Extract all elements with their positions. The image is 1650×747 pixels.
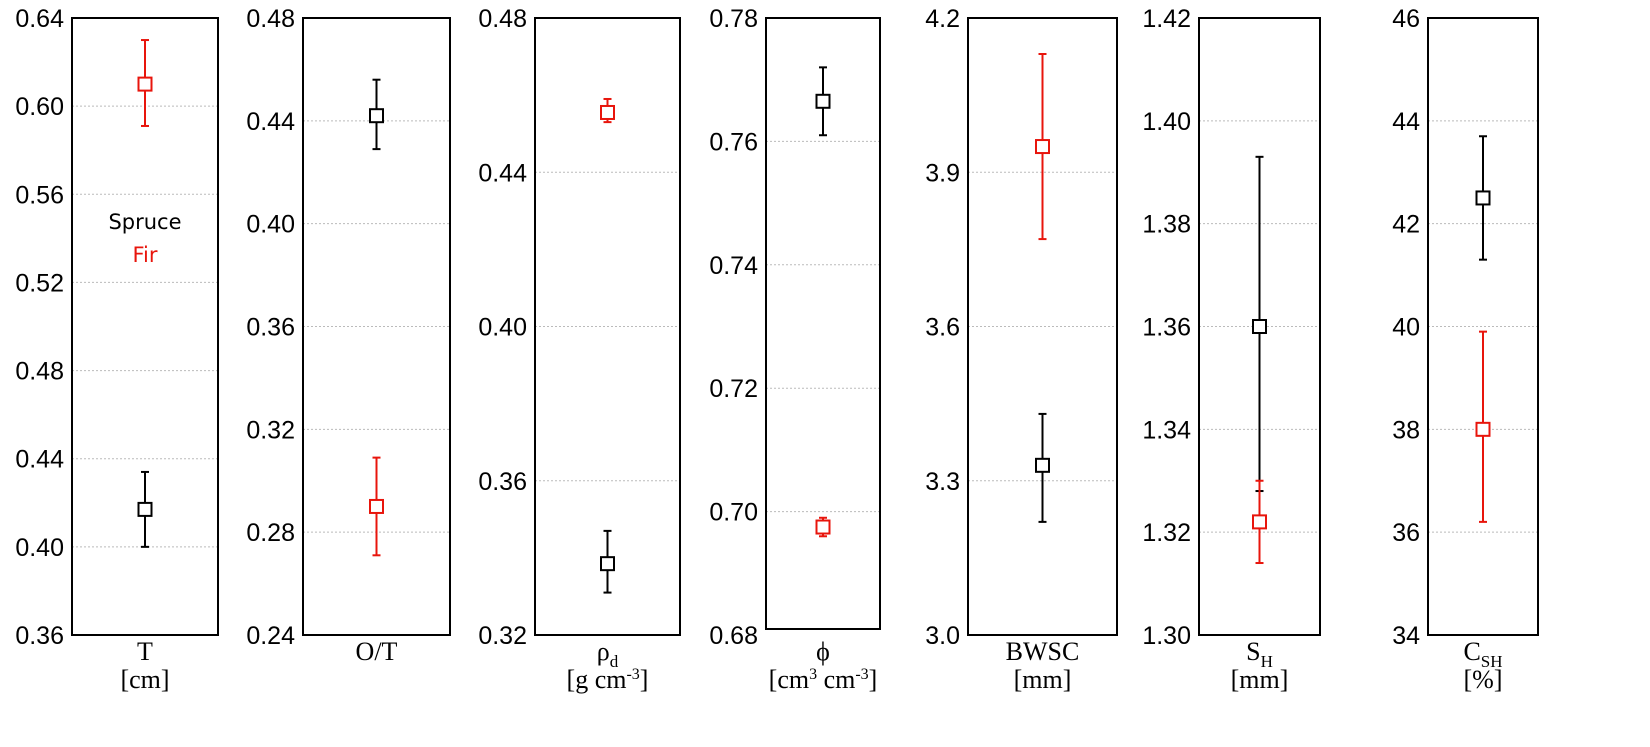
y-tick-label: 4.2	[925, 5, 960, 33]
y-tick-label: 0.64	[15, 5, 64, 33]
panel-7: 34 36 38 40 42 44 46 CSH[%]	[1392, 5, 1539, 694]
y-tick-label: 0.60	[15, 93, 64, 121]
y-tick-label: 0.40	[478, 314, 527, 342]
x-axis-unit: [cm]	[120, 665, 169, 694]
y-tick-label: 0.32	[246, 416, 295, 444]
panel-1: 0.36 0.40 0.44 0.48 0.52 0.56 0.60 0.64 T[cm]	[15, 5, 219, 694]
y-tick-label: 38	[1392, 416, 1420, 444]
panel-frame	[1198, 17, 1321, 636]
y-tick-label: 0.44	[15, 446, 64, 474]
y-tick-label: 0.44	[478, 159, 527, 187]
mean-marker-fir	[600, 104, 615, 120]
panel-frame	[302, 17, 451, 636]
mean-marker-spruce	[1252, 319, 1267, 334]
y-tick-label: 3.3	[925, 468, 960, 496]
y-tick-label: 0.36	[478, 468, 527, 496]
x-axis-label: ϕ	[816, 637, 830, 666]
mean-marker-fir	[137, 76, 153, 92]
panel-2: 0.24 0.28 0.32 0.36 0.40 0.44 0.48 O/T	[246, 5, 451, 666]
panel-3: 0.32 0.36 0.40 0.44 0.48 ρd[g cm-3]	[478, 5, 681, 694]
y-tick-label: 34	[1392, 622, 1420, 650]
panel-frame	[71, 17, 219, 636]
y-tick-label: 0.36	[246, 314, 295, 342]
mean-marker-fir	[1475, 421, 1491, 437]
mean-marker-spruce	[815, 93, 831, 109]
mean-marker-fir	[1252, 514, 1267, 530]
legend-fir: Fir	[132, 243, 157, 267]
y-tick-label: 0.40	[15, 534, 64, 562]
mean-marker-spruce	[369, 108, 384, 124]
y-tick-label: 0.32	[478, 622, 527, 650]
mean-marker-spruce	[600, 556, 615, 572]
x-axis-label: T	[137, 637, 153, 666]
y-tick-label: 1.30	[1142, 622, 1191, 650]
y-tick-label: 1.38	[1142, 211, 1191, 239]
y-tick-label: 0.48	[15, 358, 64, 386]
y-tick-label: 40	[1392, 314, 1420, 342]
y-tick-label: 1.32	[1142, 519, 1191, 547]
y-tick-label: 1.40	[1142, 108, 1191, 136]
y-tick-label: 0.70	[709, 499, 758, 527]
x-axis-label: O/T	[356, 637, 398, 666]
mean-marker-spruce	[1035, 457, 1050, 473]
y-tick-label: 0.74	[709, 252, 758, 280]
y-tick-label: 3.9	[925, 159, 960, 187]
y-tick-label: 0.44	[246, 108, 295, 136]
panel-frame	[765, 17, 881, 630]
y-tick-label: 3.6	[925, 314, 960, 342]
y-tick-label: 3.0	[925, 622, 960, 650]
y-tick-label: 0.72	[709, 375, 758, 403]
mean-marker-spruce	[137, 501, 153, 517]
y-tick-label: 0.48	[478, 5, 527, 33]
y-tick-label: 0.68	[709, 622, 758, 650]
legend-spruce: Spruce	[108, 210, 181, 234]
y-tick-label: 42	[1392, 211, 1420, 239]
panel-6: 1.30 1.32 1.34 1.36 1.38 1.40 1.42 SH[mm]	[1142, 5, 1321, 694]
x-axis-unit: [cm3 cm-3]	[769, 665, 878, 694]
x-axis-unit: [mm]	[1231, 665, 1289, 694]
mean-marker-spruce	[1475, 190, 1491, 206]
y-tick-label: 0.48	[246, 5, 295, 33]
mean-marker-fir	[815, 519, 831, 535]
mean-marker-fir	[369, 498, 384, 514]
y-tick-label: 0.52	[15, 269, 64, 297]
y-tick-label: 0.40	[246, 211, 295, 239]
x-axis-label: BWSC	[1006, 637, 1080, 666]
y-tick-label: 0.24	[246, 622, 295, 650]
x-axis-unit: [%]	[1464, 665, 1503, 694]
panel-frame	[1427, 17, 1539, 636]
mean-marker-fir	[1035, 139, 1050, 155]
y-tick-label: 1.36	[1142, 314, 1191, 342]
y-tick-label: 46	[1392, 5, 1420, 33]
panel-frame	[534, 17, 681, 636]
y-tick-label: 1.34	[1142, 416, 1191, 444]
y-tick-label: 0.56	[15, 181, 64, 209]
panel-4: 0.68 0.70 0.72 0.74 0.76 0.78 ϕ[cm3 cm-3]	[709, 5, 881, 694]
y-tick-label: 0.36	[15, 622, 64, 650]
y-tick-label: 1.42	[1142, 5, 1191, 33]
x-axis-label: ρd	[597, 637, 619, 671]
y-tick-label: 0.28	[246, 519, 295, 547]
legend: Spruce Fir	[108, 210, 181, 267]
x-axis-unit: [g cm-3]	[567, 665, 649, 694]
y-tick-label: 0.78	[709, 5, 758, 33]
x-axis-label: CSH	[1463, 637, 1502, 671]
y-tick-label: 44	[1392, 108, 1420, 136]
x-axis-label: SH	[1246, 637, 1273, 671]
panel-5: 3.0 3.3 3.6 3.9 4.2 BWSC[mm]	[925, 5, 1118, 694]
y-tick-label: 36	[1392, 519, 1420, 547]
panel-frame	[967, 17, 1118, 636]
x-axis-unit: [mm]	[1014, 665, 1072, 694]
y-tick-label: 0.76	[709, 128, 758, 156]
